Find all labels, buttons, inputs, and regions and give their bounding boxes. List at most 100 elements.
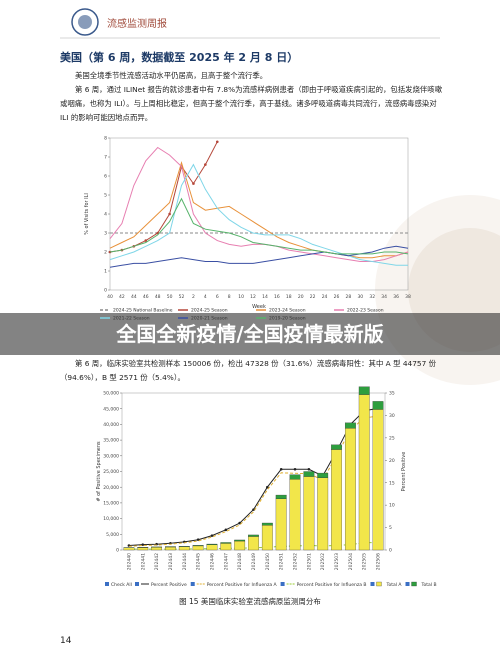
marker [293,467,297,471]
y-axis-label: % of Visits for ILI [84,193,90,235]
x-tick-label: 10 [238,294,244,300]
legend-label: Total B [421,582,437,588]
bar [248,536,259,551]
line [109,141,218,253]
legend-label: Percent Positive for Influenza A [207,582,278,588]
legend-label: 2023-24 Season [269,308,306,314]
y-tick-label: 7 [104,155,107,161]
legend-checkbox [190,582,195,586]
x-tick-label: 202444 [182,553,188,570]
bar [331,449,342,551]
x-tick-label: 48 [155,294,161,300]
y-tick-label: 35,000 [103,438,119,444]
legend-label: Percent Positive for Influenza B [297,582,367,588]
y-tick-label: 25,000 [103,469,119,475]
x-tick-label: 34 [381,294,387,300]
y-tick-label: 40,000 [103,422,119,428]
marker [192,182,195,185]
x-tick-label: 202451 [279,553,285,570]
bar [344,422,356,429]
x-tick-label: 202441 [140,553,146,570]
bar [344,428,356,551]
bar [123,547,135,551]
legend-checkbox [135,582,139,586]
line [109,197,409,255]
bar [303,476,315,551]
x-tick-label: 4 [204,294,207,300]
x-tick-label: 202503 [334,553,340,570]
x-tick-label: 202446 [209,553,215,570]
x-tick-label: 26 [334,294,340,300]
x-tick-label: 8 [228,294,231,300]
page-number: 14 [60,636,72,646]
marker [141,543,145,546]
x-tick-label: 14 [262,294,268,300]
y2-tick-label: 30 [389,413,395,419]
x-tick-label: 202502 [320,553,326,570]
y2-tick-label: 10 [389,503,395,509]
y-tick-label: 15,000 [103,500,119,506]
x-tick-label: 18 [286,294,292,300]
bar [317,472,329,478]
y-tick-label: 20,000 [103,485,119,491]
x-tick-label: 202442 [154,553,160,570]
marker [204,163,207,166]
legend-checkbox [370,582,375,586]
marker [279,467,283,471]
y-tick-label: 2 [104,250,107,256]
header: 流感监测周报 [107,19,167,30]
x-tick-label: 42 [119,294,125,300]
x-tick-label: 24 [322,294,328,300]
x-tick-label: 202449 [251,553,257,570]
x-tick-label: 202450 [265,553,271,570]
x-axis-label: Week [252,304,266,310]
legend-checkbox [405,582,410,586]
x-tick-label: 202504 [348,553,354,570]
legend-checkbox [105,582,109,586]
x-tick-label: 52 [179,294,185,300]
marker [210,534,214,537]
x-tick-label: 202448 [237,553,243,570]
bar [220,543,232,551]
bar [178,546,190,547]
banner: 全国全新疫情/全国疫情最新版 [116,322,384,346]
x-tick-label: 22 [310,294,316,300]
bar [358,386,370,395]
y-tick-label: 5,000 [106,532,119,538]
marker [215,140,219,144]
legend-label: 2024-25 National Baseline [113,308,173,314]
bar [317,477,329,551]
bar [261,522,273,526]
bar [234,540,246,551]
bar [220,542,232,544]
legend-label: 2019-20 Season [269,316,306,322]
y-tick-label: 45,000 [103,406,119,412]
marker [144,239,148,242]
legend-swatch [376,581,382,587]
x-tick-label: 38 [405,294,411,300]
marker [168,212,171,216]
heading: 美国（第 6 周，数据截至 2025 年 2 月 8 日） [60,51,299,64]
marker [307,467,311,471]
bar [192,545,204,547]
x-tick-label: 36 [393,294,399,300]
legend-label: 2021-22 Season [113,316,150,322]
bar [165,546,176,551]
x-tick-label: 202505 [362,553,368,570]
x-tick-label: 202440 [126,553,132,570]
legend-label: Total A [385,582,402,588]
y-tick-label: 6 [104,174,107,180]
x-tick-label: 30 [357,294,363,300]
y-tick-label: 50,000 [103,391,119,397]
x-tick-label: 20 [298,294,304,300]
y-tick-label: 10,000 [103,516,119,522]
y2-tick-label: 35 [389,391,395,397]
bar [372,401,384,410]
bar [192,545,204,551]
x-tick-label: 2 [192,294,195,300]
legend-label: 2024-25 Season [191,308,228,314]
paragraph: 美国全境季节性流感活动水平仍居高，且高于整个流行季。 [75,71,268,80]
y-tick-label: 1 [104,269,107,275]
